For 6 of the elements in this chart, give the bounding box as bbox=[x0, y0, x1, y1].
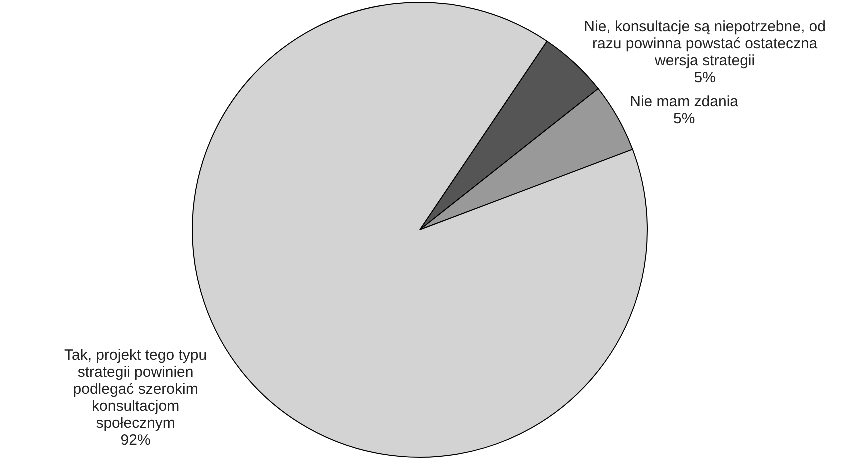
slice-label: Nie mam zdania bbox=[630, 94, 740, 111]
slice-label: Tak, projekt tego typu strategii powinien podlegać szerokim konsultacjom społecznym bbox=[64, 347, 208, 432]
data-label: 92% bbox=[120, 432, 151, 450]
data-label: 5% bbox=[673, 110, 696, 128]
data-label: 5% bbox=[694, 70, 716, 87]
slice-label: Nie, konsultacje są niepotrzebne, od razu powinna powstać ostateczna wersja strategii bbox=[584, 18, 826, 70]
